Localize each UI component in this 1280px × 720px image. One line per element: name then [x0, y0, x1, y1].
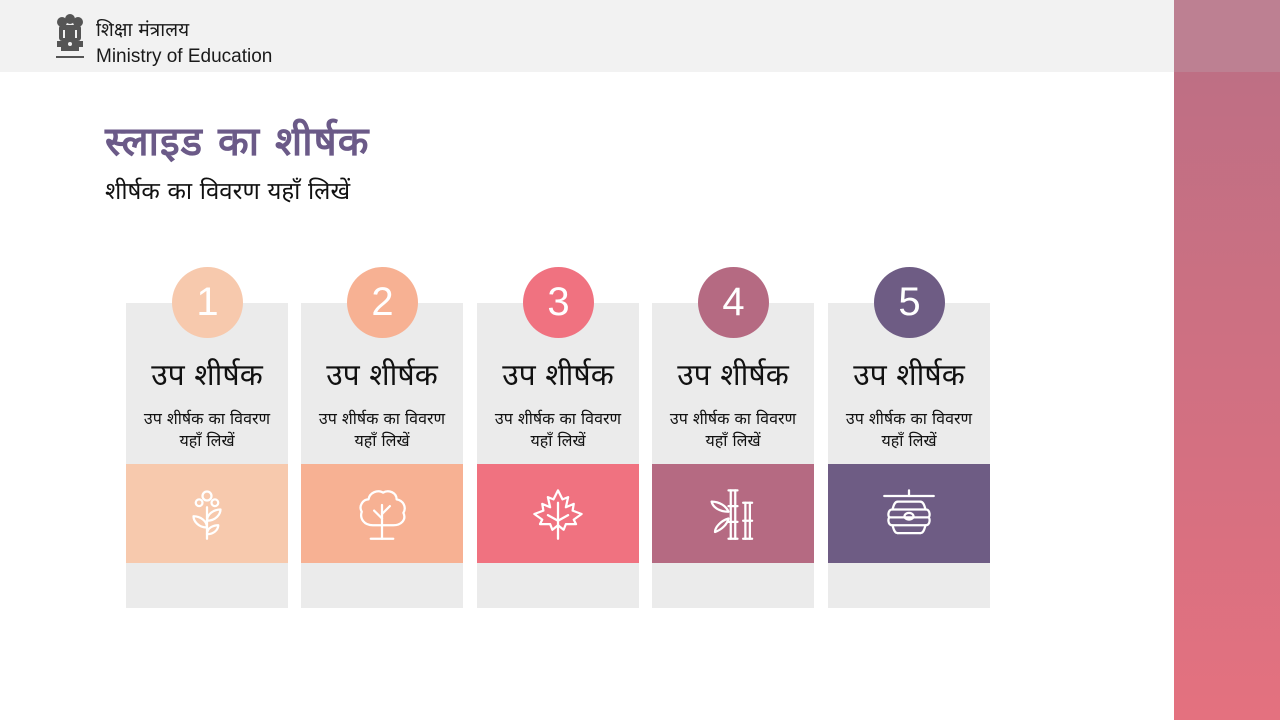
card-icon-block	[301, 464, 463, 563]
maple-leaf-icon	[533, 488, 583, 540]
step-card-1: 1 उप शीर्षक उप शीर्षक का विवरण यहाँ लिखे…	[126, 267, 288, 608]
card-description: उप शीर्षक का विवरण यहाँ लिखें	[494, 409, 622, 450]
header-bar	[0, 0, 1174, 72]
right-accent-band-top	[1174, 0, 1280, 72]
step-card-2: 2 उप शीर्षक उप शीर्षक का विवरण यहाँ लिखे…	[301, 267, 463, 608]
card-description: उप शीर्षक का विवरण यहाँ लिखें	[318, 409, 446, 450]
card-heading: उप शीर्षक	[502, 358, 614, 393]
card-icon-block	[652, 464, 814, 563]
card-icon-block	[828, 464, 990, 563]
card-description: उप शीर्षक का विवरण यहाँ लिखें	[669, 409, 797, 450]
ministry-name-english: Ministry of Education	[96, 46, 273, 67]
slide-subtitle: शीर्षक का विवरण यहाँ लिखें	[105, 177, 351, 205]
step-number-circle: 5	[874, 267, 945, 338]
bamboo-icon	[710, 488, 754, 540]
step-number-circle: 2	[347, 267, 418, 338]
card-icon-block	[126, 464, 288, 563]
slide-title: स्लाइड का शीर्षक	[105, 119, 370, 165]
card-heading: उप शीर्षक	[326, 358, 438, 393]
step-number-circle: 1	[172, 267, 243, 338]
ministry-name-hindi: शिक्षा मंत्रालय	[96, 19, 190, 41]
card-icon-block	[477, 464, 639, 563]
card-heading: उप शीर्षक	[853, 358, 965, 393]
right-accent-band	[1174, 72, 1280, 720]
card-description: उप शीर्षक का विवरण यहाँ लिखें	[845, 409, 973, 450]
card-description: उप शीर्षक का विवरण यहाँ लिखें	[143, 409, 271, 450]
flower-sprout-icon	[192, 489, 222, 540]
step-card-4: 4 उप शीर्षक उप शीर्षक का विवरण यहाँ लिखे…	[652, 267, 814, 608]
tree-icon	[359, 489, 406, 540]
step-card-3: 3 उप शीर्षक उप शीर्षक का विवरण यहाँ लिखे…	[477, 267, 639, 608]
step-number-circle: 3	[523, 267, 594, 338]
card-heading: उप शीर्षक	[677, 358, 789, 393]
step-card-5: 5 उप शीर्षक उप शीर्षक का विवरण यहाँ लिखे…	[828, 267, 990, 608]
national-emblem-icon	[56, 14, 84, 58]
step-number-circle: 4	[698, 267, 769, 338]
card-heading: उप शीर्षक	[151, 358, 263, 393]
beehive-icon	[883, 488, 935, 534]
